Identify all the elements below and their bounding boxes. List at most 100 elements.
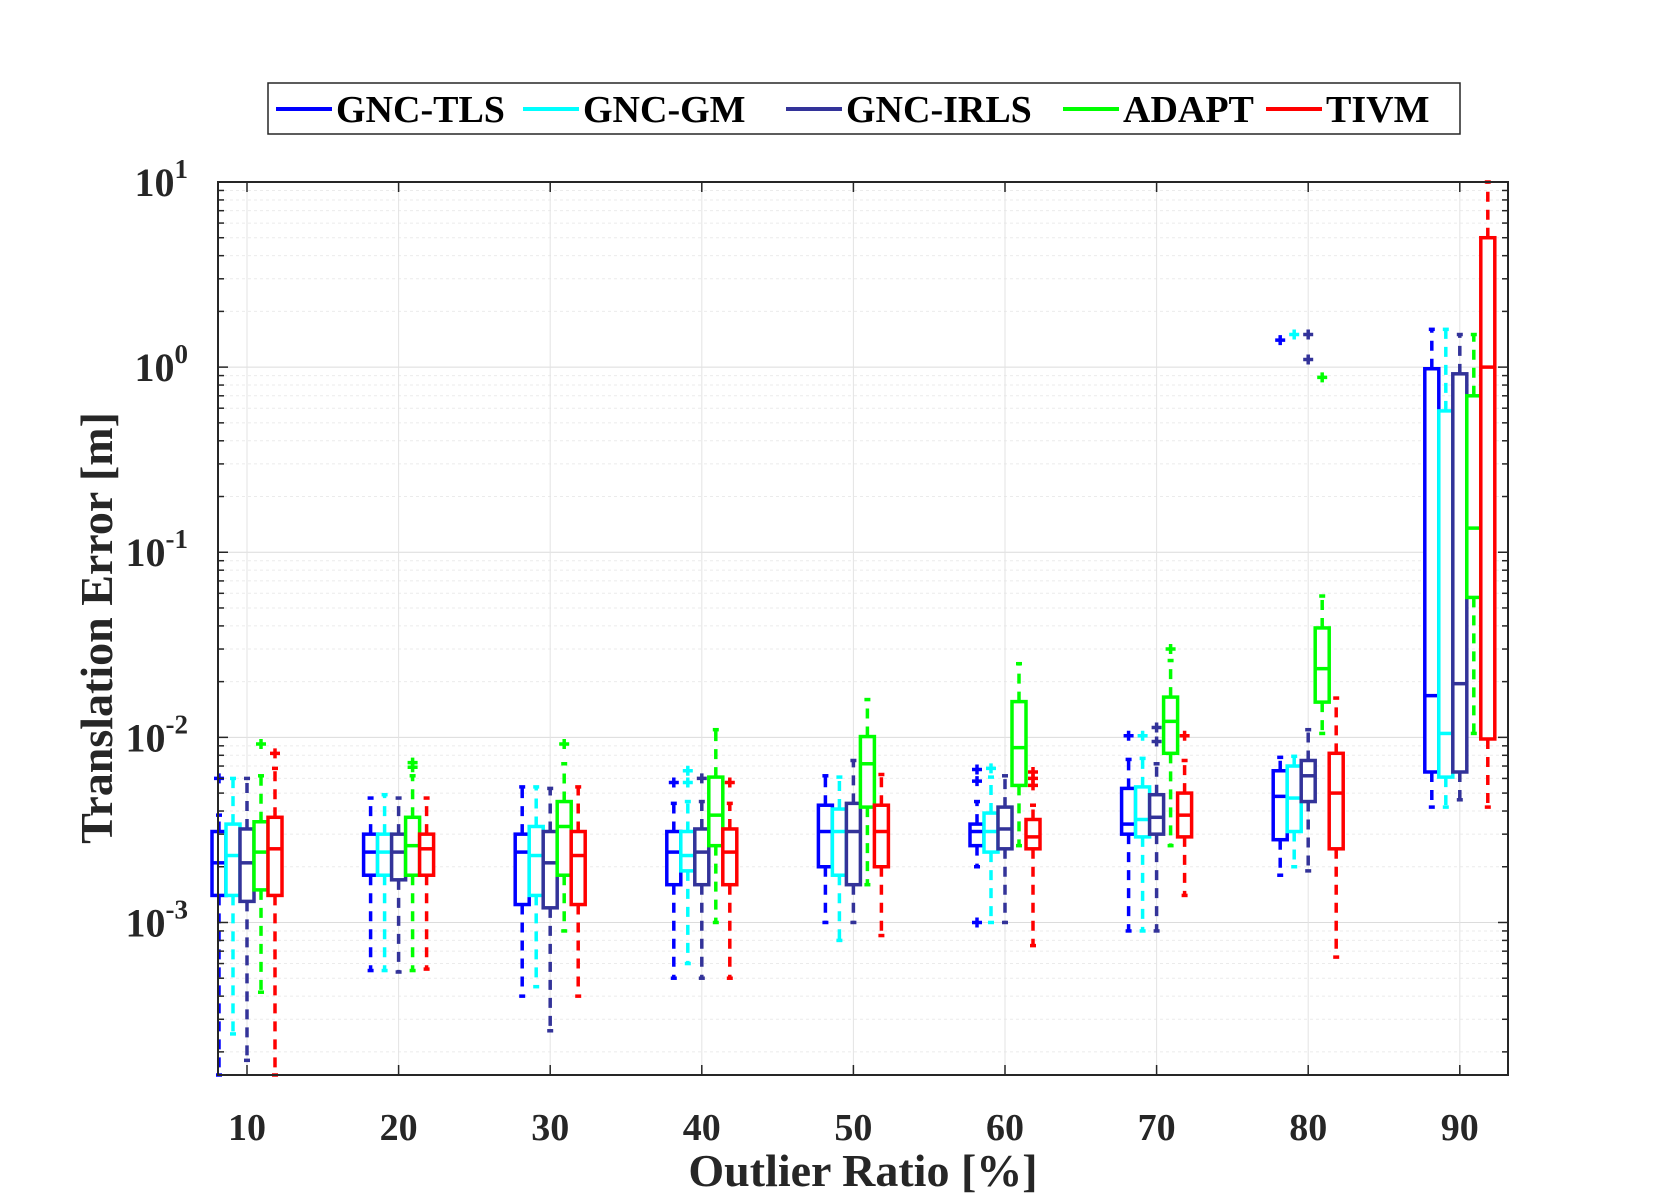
box-body bbox=[693, 827, 711, 887]
outlier-marker bbox=[1275, 335, 1286, 346]
box-body bbox=[1465, 394, 1483, 600]
outlier-marker bbox=[972, 776, 982, 787]
box-body bbox=[1161, 695, 1180, 756]
outlier-marker bbox=[559, 739, 570, 750]
legend-item-gnc-tls: GNC-TLS bbox=[276, 89, 505, 131]
box-gnc-irls-90 bbox=[1451, 332, 1469, 802]
legend: GNC-TLS GNC-GM GNC-IRLS ADAPT TIVM bbox=[267, 82, 1461, 135]
outlier-marker bbox=[986, 763, 996, 774]
box-body bbox=[1147, 792, 1166, 836]
box-body bbox=[252, 820, 270, 892]
box-body bbox=[679, 829, 697, 873]
box-body bbox=[844, 801, 863, 887]
box-tivm-90 bbox=[1479, 180, 1497, 809]
outlier-marker bbox=[696, 773, 707, 784]
box-body bbox=[968, 822, 986, 848]
outlier-marker bbox=[1317, 372, 1328, 383]
outlier-marker bbox=[972, 917, 982, 928]
box-gnc-tls-70 bbox=[1119, 730, 1138, 933]
box-gnc-irls-50 bbox=[844, 758, 863, 925]
box-body bbox=[1271, 769, 1289, 842]
outlier-marker bbox=[668, 777, 679, 788]
x-tick-label: 30 bbox=[531, 1107, 569, 1149]
box-adapt-80 bbox=[1313, 372, 1331, 736]
y-tick-label: 10-3 bbox=[126, 894, 189, 945]
x-tick-label: 20 bbox=[380, 1107, 418, 1149]
x-tick-label: 90 bbox=[1441, 1107, 1479, 1149]
box-body bbox=[238, 827, 256, 904]
outlier-marker bbox=[1137, 730, 1148, 741]
box-gnc-gm-90 bbox=[1437, 327, 1455, 809]
box-body bbox=[361, 832, 380, 877]
box-tivm-30 bbox=[569, 785, 587, 998]
box-gnc-irls-10 bbox=[238, 776, 256, 1063]
legend-box bbox=[267, 82, 1461, 135]
box-body bbox=[1119, 786, 1138, 836]
outlier-marker bbox=[724, 777, 735, 788]
box-body bbox=[1423, 366, 1441, 774]
box-body bbox=[830, 807, 849, 877]
box-gnc-tls-30 bbox=[513, 785, 531, 998]
box-body bbox=[375, 832, 394, 877]
outlier-marker bbox=[1151, 722, 1162, 733]
box-body bbox=[721, 827, 739, 887]
outlier-marker bbox=[1303, 354, 1314, 365]
box-body bbox=[872, 803, 891, 869]
box-body bbox=[1327, 751, 1345, 851]
legend-item-adapt: ADAPT bbox=[1063, 89, 1254, 131]
box-tivm-50 bbox=[872, 772, 891, 938]
box-gnc-irls-20 bbox=[389, 796, 408, 974]
box-gnc-irls-40 bbox=[693, 773, 711, 980]
box-body bbox=[1479, 235, 1497, 741]
box-body bbox=[1313, 626, 1331, 704]
outlier-marker bbox=[1179, 730, 1190, 741]
box-body bbox=[1133, 785, 1152, 839]
y-axis-title: Translation Error [m] bbox=[71, 412, 122, 844]
box-tivm-60 bbox=[1024, 766, 1042, 948]
outlier-marker bbox=[1165, 644, 1176, 655]
box-body bbox=[1024, 817, 1042, 851]
y-tick-label: 10-1 bbox=[126, 524, 189, 575]
outlier-marker bbox=[682, 777, 693, 788]
outlier-marker bbox=[1151, 736, 1162, 747]
box-adapt-40 bbox=[707, 727, 725, 925]
axis-ticks: 10 20 30 40 50 60 70 80 90 10-3 10-2 10-1 100 101 bbox=[126, 154, 1508, 1149]
box-body bbox=[527, 824, 545, 898]
box-gnc-gm-70 bbox=[1133, 730, 1152, 933]
outlier-marker bbox=[256, 739, 266, 750]
x-tick-label: 50 bbox=[834, 1107, 872, 1149]
box-gnc-tls-80 bbox=[1271, 335, 1289, 877]
box-tivm-10 bbox=[266, 748, 284, 1077]
outlier-marker bbox=[1303, 329, 1314, 340]
box-gnc-irls-70 bbox=[1147, 722, 1166, 933]
box-tivm-20 bbox=[417, 796, 436, 971]
box-body bbox=[224, 822, 242, 898]
box-gnc-tls-90 bbox=[1423, 327, 1441, 809]
box-body bbox=[707, 775, 725, 848]
box-tivm-40 bbox=[721, 777, 739, 980]
box-body bbox=[858, 734, 877, 809]
legend-label: TIVM bbox=[1326, 89, 1429, 131]
box-gnc-tls-40 bbox=[665, 777, 683, 980]
box-tivm-80 bbox=[1327, 696, 1345, 959]
box-body bbox=[389, 832, 408, 882]
box-gnc-irls-80 bbox=[1299, 329, 1317, 873]
box-gnc-gm-20 bbox=[375, 792, 394, 973]
outlier-marker bbox=[407, 757, 418, 768]
box-adapt-70 bbox=[1161, 644, 1180, 848]
x-tick-label: 10 bbox=[228, 1107, 266, 1149]
outlier-marker bbox=[1123, 730, 1134, 741]
box-adapt-60 bbox=[1010, 661, 1028, 848]
box-body bbox=[1299, 758, 1317, 804]
legend-label: GNC-GM bbox=[583, 89, 746, 131]
x-axis-title: Outlier Ratio [%] bbox=[688, 1145, 1037, 1194]
box-adapt-10 bbox=[252, 739, 270, 994]
box-gnc-irls-60 bbox=[996, 774, 1014, 925]
box-body bbox=[665, 829, 683, 887]
legend-item-gnc-gm: GNC-GM bbox=[523, 89, 746, 131]
x-tick-label: 40 bbox=[683, 1107, 721, 1149]
plot-frame bbox=[217, 181, 1509, 1076]
box-body bbox=[541, 829, 559, 910]
y-tick-label: 101 bbox=[135, 154, 189, 205]
